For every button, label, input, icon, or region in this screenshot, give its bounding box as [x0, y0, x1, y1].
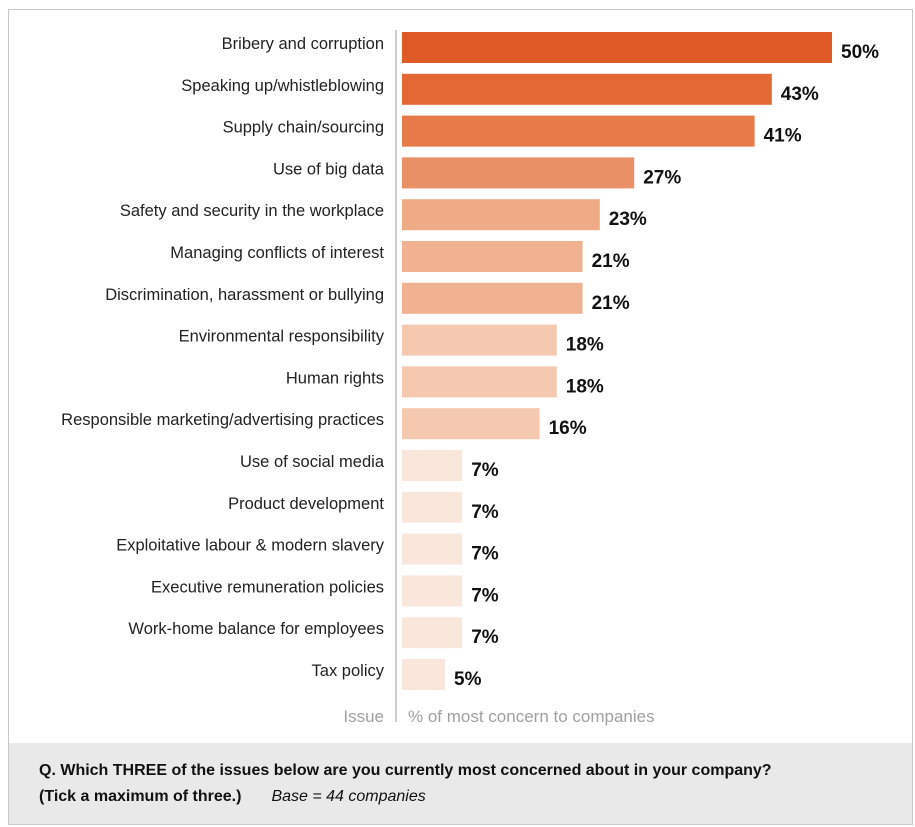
- bar: [402, 32, 832, 63]
- bar-chart: Bribery and corruption 50% Speaking up/whi…: [61, 30, 879, 726]
- bar: [402, 533, 463, 565]
- bar: [402, 450, 463, 481]
- category-label: Bribery and corruption: [222, 35, 384, 53]
- value-label: 41%: [764, 126, 802, 147]
- question-line-1: Q. Which THREE of the issues below are y…: [39, 762, 772, 779]
- bar: [402, 199, 600, 231]
- value-label: 18%: [566, 335, 604, 356]
- value-label: 7%: [471, 544, 499, 565]
- value-label: 18%: [566, 376, 604, 397]
- category-label: Environmental responsibility: [179, 328, 385, 346]
- bar: [402, 659, 445, 690]
- category-label: Work-home balance for employees: [128, 620, 384, 638]
- y-axis-label: Issue: [343, 707, 384, 726]
- category-label: Product development: [228, 495, 384, 513]
- value-label: 50%: [841, 42, 879, 63]
- bar: [402, 324, 557, 356]
- value-label: 7%: [471, 460, 499, 481]
- category-label: Exploitative labour & modern slavery: [116, 537, 385, 555]
- value-label: 7%: [471, 502, 499, 523]
- bar: [402, 282, 583, 314]
- category-label: Supply chain/sourcing: [223, 119, 384, 137]
- value-label: 43%: [781, 84, 819, 105]
- value-label: 21%: [592, 251, 630, 272]
- category-label: Human rights: [286, 369, 384, 387]
- bar: [402, 491, 463, 523]
- bar: [402, 617, 463, 649]
- category-label: Executive remuneration policies: [151, 578, 384, 596]
- x-axis-label: % of most concern to companies: [408, 707, 655, 726]
- category-label: Use of big data: [273, 160, 385, 178]
- bar: [402, 575, 463, 607]
- category-label: Speaking up/whistleblowing: [181, 77, 384, 95]
- category-label: Discrimination, harassment or bullying: [105, 286, 384, 304]
- category-label: Use of social media: [240, 453, 385, 471]
- category-label: Responsible marketing/advertising practi…: [61, 411, 384, 429]
- value-label: 21%: [592, 293, 630, 314]
- bar: [402, 115, 755, 147]
- bar: [402, 157, 635, 189]
- bar: [402, 366, 557, 398]
- value-label: 27%: [643, 167, 681, 188]
- base-note: Base = 44 companies: [271, 788, 426, 805]
- question-footer: Q. Which THREE of the issues below are y…: [9, 743, 912, 824]
- bar: [402, 73, 772, 105]
- value-label: 5%: [454, 669, 482, 690]
- category-label: Managing conflicts of interest: [170, 244, 384, 262]
- value-label: 7%: [471, 627, 499, 648]
- value-label: 7%: [471, 585, 499, 606]
- bar: [402, 241, 583, 272]
- bar: [402, 408, 540, 440]
- category-label: Safety and security in the workplace: [120, 202, 384, 220]
- category-label: Tax policy: [312, 662, 385, 680]
- question-line-2: (Tick a maximum of three.): [39, 788, 242, 805]
- value-label: 23%: [609, 209, 647, 230]
- value-label: 16%: [549, 418, 587, 439]
